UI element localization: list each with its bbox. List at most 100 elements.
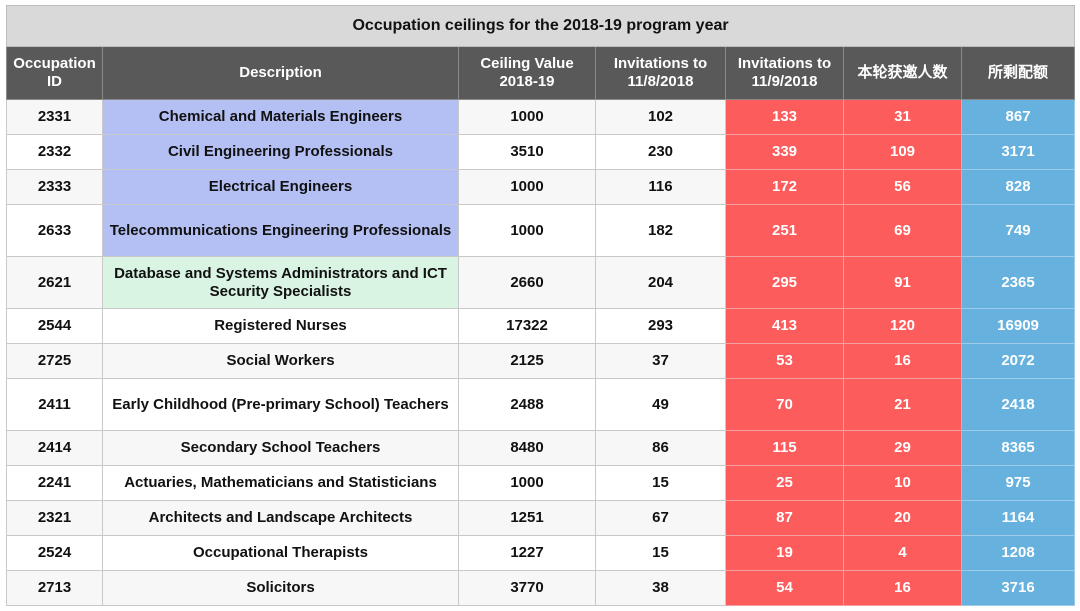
cell-invitations-1108: 67 (595, 500, 726, 536)
table-title: Occupation ceilings for the 2018-19 prog… (5, 5, 1076, 47)
cell-remaining: 3171 (960, 134, 1076, 170)
cell-description: Registered Nurses (102, 308, 459, 344)
header-ceiling-value: Ceiling Value 2018-19 (458, 46, 596, 100)
cell-invitations-1109: 295 (725, 256, 844, 309)
cell-description: Civil Engineering Professionals (102, 134, 459, 170)
cell-occupation-id: 2633 (6, 204, 103, 257)
cell-remaining: 1208 (960, 535, 1076, 571)
cell-remaining: 2072 (960, 343, 1076, 379)
ceiling-table-container: Occupation ceilings for the 2018-19 prog… (5, 5, 1076, 606)
table-row: 2725 Social Workers 2125 37 53 16 2072 (6, 343, 1076, 379)
cell-description: Architects and Landscape Architects (102, 500, 459, 536)
cell-occupation-id: 2332 (6, 134, 103, 170)
cell-ceiling-value: 1251 (458, 500, 596, 536)
header-invitations-1109: Invitations to 11/9/2018 (725, 46, 844, 100)
cell-invitations-1108: 15 (595, 465, 726, 501)
cell-ceiling-value: 3770 (458, 570, 596, 606)
cell-invitations-1109: 133 (725, 99, 844, 135)
cell-invitations-1108: 116 (595, 169, 726, 205)
cell-this-round: 4 (843, 535, 962, 571)
cell-ceiling-value: 3510 (458, 134, 596, 170)
header-remaining: 所剩配额 (960, 46, 1076, 100)
cell-invitations-1109: 115 (725, 430, 844, 466)
cell-remaining: 3716 (960, 570, 1076, 606)
cell-occupation-id: 2321 (6, 500, 103, 536)
cell-invitations-1109: 25 (725, 465, 844, 501)
table-row: 2544 Registered Nurses 17322 293 413 120 16909 (6, 308, 1076, 344)
table-row: 2331 Chemical and Materials Engineers 1000… (6, 99, 1076, 135)
cell-occupation-id: 2331 (6, 99, 103, 135)
table-row: 2333 Electrical Engineers 1000 116 172 56 828 (6, 169, 1076, 205)
cell-this-round: 109 (843, 134, 962, 170)
cell-invitations-1109: 19 (725, 535, 844, 571)
table-row: 2524 Occupational Therapists 1227 15 19 4 1208 (6, 535, 1076, 571)
cell-invitations-1109: 339 (725, 134, 844, 170)
cell-occupation-id: 2524 (6, 535, 103, 571)
cell-invitations-1109: 87 (725, 500, 844, 536)
cell-invitations-1108: 102 (595, 99, 726, 135)
cell-this-round: 10 (843, 465, 962, 501)
cell-description: Chemical and Materials Engineers (102, 99, 459, 135)
cell-this-round: 16 (843, 343, 962, 379)
table-title-row: Occupation ceilings for the 2018-19 prog… (5, 5, 1076, 47)
table-row: 2633 Telecommunications Engineering Profe… (6, 204, 1076, 257)
cell-invitations-1109: 172 (725, 169, 844, 205)
cell-description: Electrical Engineers (102, 169, 459, 205)
cell-remaining: 2418 (960, 378, 1076, 431)
cell-ceiling-value: 1000 (458, 204, 596, 257)
header-description: Description (102, 46, 459, 100)
cell-occupation-id: 2333 (6, 169, 103, 205)
cell-description: Early Childhood (Pre-primary School) Tea… (102, 378, 459, 431)
cell-this-round: 120 (843, 308, 962, 344)
cell-description: Occupational Therapists (102, 535, 459, 571)
table-row: 2414 Secondary School Teachers 8480 86 115 29… (6, 430, 1076, 466)
cell-ceiling-value: 2125 (458, 343, 596, 379)
table-row: 2332 Civil Engineering Professionals 3510 2… (6, 134, 1076, 170)
table-row: 2411 Early Childhood (Pre-primary School)… (6, 378, 1076, 431)
cell-remaining: 8365 (960, 430, 1076, 466)
cell-description: Telecommunications Engineering Professio… (102, 204, 459, 257)
cell-invitations-1109: 413 (725, 308, 844, 344)
cell-description: Secondary School Teachers (102, 430, 459, 466)
cell-invitations-1108: 230 (595, 134, 726, 170)
cell-remaining: 2365 (960, 256, 1076, 309)
cell-ceiling-value: 17322 (458, 308, 596, 344)
cell-invitations-1108: 204 (595, 256, 726, 309)
cell-invitations-1108: 38 (595, 570, 726, 606)
cell-remaining: 16909 (960, 308, 1076, 344)
cell-description: Solicitors (102, 570, 459, 606)
cell-ceiling-value: 1000 (458, 169, 596, 205)
cell-ceiling-value: 1227 (458, 535, 596, 571)
cell-invitations-1108: 15 (595, 535, 726, 571)
cell-invitations-1109: 251 (725, 204, 844, 257)
cell-occupation-id: 2713 (6, 570, 103, 606)
cell-invitations-1109: 70 (725, 378, 844, 431)
cell-remaining: 1164 (960, 500, 1076, 536)
cell-description: Database and Systems Administrators and … (102, 256, 459, 309)
cell-this-round: 56 (843, 169, 962, 205)
cell-description: Social Workers (102, 343, 459, 379)
table-row: 2713 Solicitors 3770 38 54 16 3716 (6, 570, 1076, 606)
cell-occupation-id: 2411 (6, 378, 103, 431)
header-invitations-1108: Invitations to 11/8/2018 (595, 46, 726, 100)
cell-invitations-1108: 182 (595, 204, 726, 257)
cell-ceiling-value: 2660 (458, 256, 596, 309)
cell-this-round: 21 (843, 378, 962, 431)
cell-ceiling-value: 8480 (458, 430, 596, 466)
cell-this-round: 16 (843, 570, 962, 606)
header-this-round: 本轮获邀人数 (843, 46, 962, 100)
header-occupation-id: Occupation ID (6, 46, 103, 100)
cell-ceiling-value: 2488 (458, 378, 596, 431)
cell-occupation-id: 2241 (6, 465, 103, 501)
cell-occupation-id: 2621 (6, 256, 103, 309)
cell-invitations-1109: 53 (725, 343, 844, 379)
cell-invitations-1108: 293 (595, 308, 726, 344)
cell-invitations-1108: 86 (595, 430, 726, 466)
cell-occupation-id: 2725 (6, 343, 103, 379)
cell-invitations-1109: 54 (725, 570, 844, 606)
cell-occupation-id: 2414 (6, 430, 103, 466)
cell-this-round: 91 (843, 256, 962, 309)
cell-description: Actuaries, Mathematicians and Statistici… (102, 465, 459, 501)
cell-ceiling-value: 1000 (458, 99, 596, 135)
cell-remaining: 749 (960, 204, 1076, 257)
